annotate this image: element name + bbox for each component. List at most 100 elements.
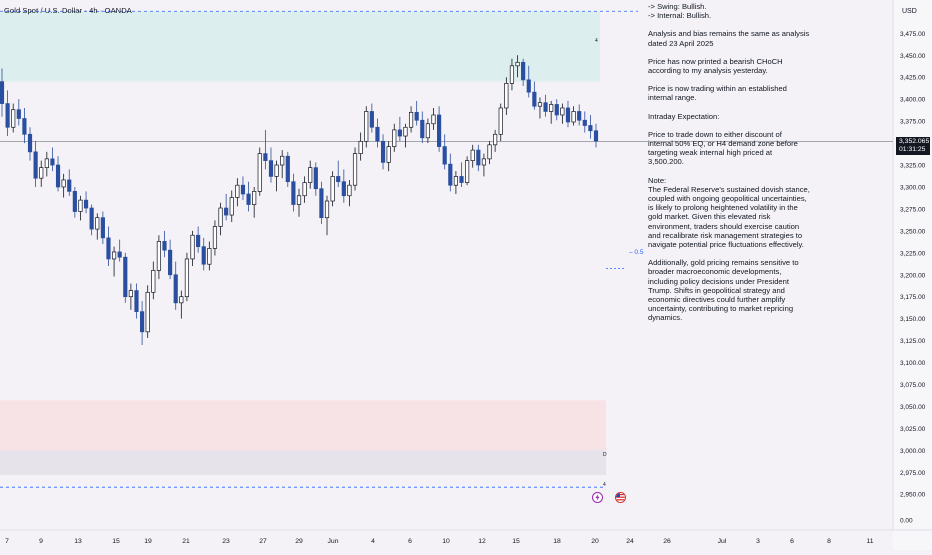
- candle[interactable]: [397, 116, 402, 142]
- candle[interactable]: [134, 283, 139, 319]
- candle[interactable]: [162, 230, 167, 258]
- candle[interactable]: [229, 190, 234, 223]
- candle[interactable]: [532, 81, 537, 110]
- candle[interactable]: [50, 147, 55, 172]
- candle[interactable]: [123, 252, 128, 303]
- candle[interactable]: [364, 106, 369, 148]
- candle[interactable]: [39, 160, 44, 187]
- candle[interactable]: [336, 160, 341, 187]
- candle[interactable]: [263, 129, 268, 170]
- candle[interactable]: [201, 237, 206, 271]
- candle[interactable]: [498, 103, 503, 142]
- candle[interactable]: [375, 118, 380, 148]
- candle[interactable]: [386, 141, 391, 172]
- candle[interactable]: [437, 106, 442, 152]
- candle[interactable]: [240, 176, 246, 201]
- candles-layer[interactable]: [0, 55, 599, 345]
- candle[interactable]: [481, 153, 487, 177]
- candle[interactable]: [78, 195, 83, 221]
- candle[interactable]: [588, 114, 593, 139]
- candle[interactable]: [509, 58, 515, 91]
- candle[interactable]: [61, 173, 66, 198]
- candle[interactable]: [448, 153, 453, 192]
- candle[interactable]: [493, 129, 498, 152]
- candle[interactable]: [173, 261, 178, 310]
- candle[interactable]: [83, 191, 89, 214]
- candle[interactable]: [470, 144, 475, 168]
- candle[interactable]: [22, 107, 27, 144]
- candle[interactable]: [95, 213, 100, 240]
- candle[interactable]: [140, 301, 145, 345]
- candle[interactable]: [246, 181, 251, 212]
- candle[interactable]: [577, 104, 582, 126]
- candle[interactable]: [33, 141, 38, 187]
- candle[interactable]: [369, 103, 374, 133]
- candle[interactable]: [582, 111, 587, 133]
- candle[interactable]: [347, 179, 352, 207]
- candle[interactable]: [16, 99, 21, 126]
- candle[interactable]: [526, 65, 531, 98]
- candle[interactable]: [324, 195, 330, 236]
- candle[interactable]: [302, 176, 307, 203]
- candle[interactable]: [67, 169, 72, 196]
- candle[interactable]: [465, 156, 470, 186]
- candle[interactable]: [308, 160, 313, 189]
- currency-label[interactable]: USD: [902, 8, 917, 15]
- candle[interactable]: [554, 99, 559, 121]
- candle[interactable]: [420, 111, 425, 144]
- candle[interactable]: [100, 211, 105, 245]
- candle[interactable]: [268, 147, 274, 183]
- candle[interactable]: [392, 123, 397, 152]
- analysis-annotation[interactable]: -> Swing: Bullish. -> Internal: Bullish. A…: [648, 2, 828, 332]
- candle[interactable]: [151, 261, 156, 300]
- candle[interactable]: [27, 127, 33, 161]
- candle[interactable]: [207, 241, 212, 271]
- candle[interactable]: [319, 181, 324, 224]
- candle[interactable]: [476, 144, 481, 172]
- candle[interactable]: [453, 171, 458, 194]
- candle[interactable]: [414, 100, 419, 126]
- candle[interactable]: [593, 123, 599, 148]
- candle[interactable]: [11, 103, 16, 133]
- candle[interactable]: [252, 186, 257, 218]
- us-flag-event-icon[interactable]: [615, 492, 626, 503]
- candle[interactable]: [257, 147, 262, 196]
- candle[interactable]: [55, 156, 61, 192]
- candle[interactable]: [504, 77, 509, 115]
- candle[interactable]: [285, 151, 290, 187]
- lightning-event-icon[interactable]: [592, 492, 603, 503]
- candle[interactable]: [0, 68, 5, 117]
- candle[interactable]: [128, 283, 133, 310]
- candle[interactable]: [212, 220, 218, 256]
- candle[interactable]: [296, 188, 302, 217]
- candle[interactable]: [313, 162, 318, 196]
- candle[interactable]: [145, 285, 150, 338]
- candle[interactable]: [459, 162, 464, 187]
- candle[interactable]: [168, 239, 173, 280]
- candle[interactable]: [408, 106, 414, 133]
- candle[interactable]: [543, 94, 548, 117]
- candle[interactable]: [571, 106, 576, 126]
- candle[interactable]: [179, 290, 184, 319]
- candle[interactable]: [274, 160, 279, 192]
- candle[interactable]: [5, 90, 10, 137]
- candle[interactable]: [352, 147, 358, 191]
- candle[interactable]: [537, 97, 543, 119]
- candle[interactable]: [89, 204, 94, 236]
- candle[interactable]: [380, 134, 386, 170]
- candle[interactable]: [431, 107, 436, 130]
- candle[interactable]: [549, 100, 554, 124]
- candle[interactable]: [44, 151, 49, 177]
- candle[interactable]: [515, 55, 520, 78]
- candle[interactable]: [235, 178, 240, 207]
- candle[interactable]: [330, 171, 335, 207]
- candle[interactable]: [218, 202, 223, 236]
- candle[interactable]: [156, 235, 161, 280]
- candle[interactable]: [291, 173, 296, 212]
- candle[interactable]: [341, 169, 346, 203]
- candle[interactable]: [425, 118, 430, 144]
- candle[interactable]: [487, 141, 492, 165]
- candle[interactable]: [560, 103, 565, 124]
